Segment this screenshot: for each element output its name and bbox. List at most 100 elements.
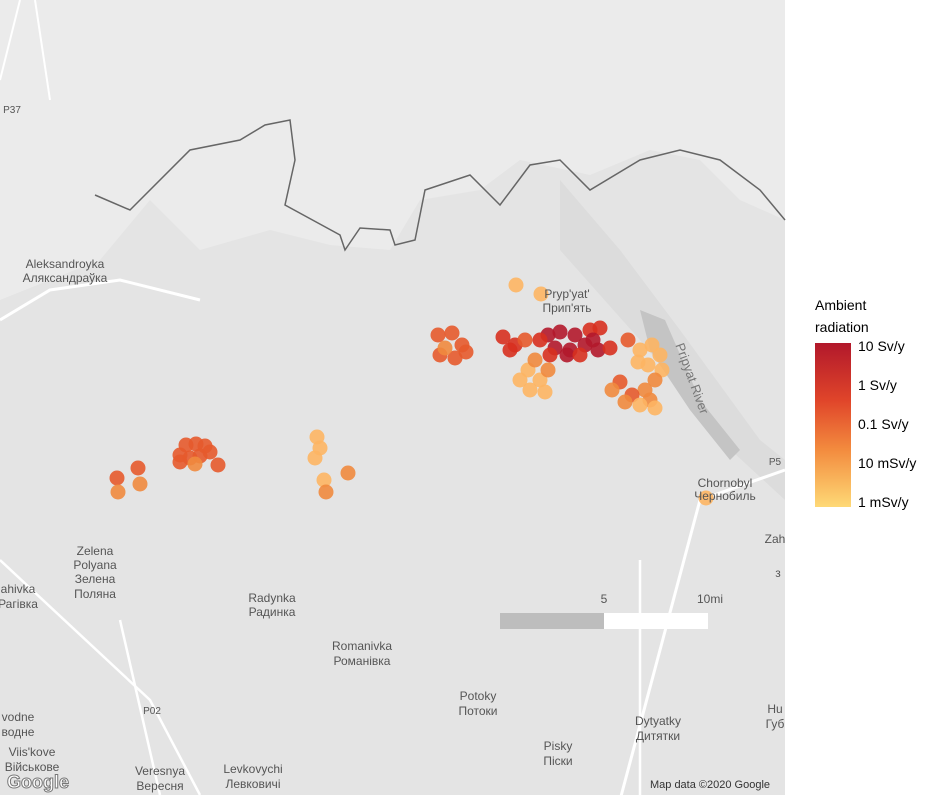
- place-label: Dytyatky: [635, 714, 681, 728]
- legend-label: 0.1 Sv/y: [858, 416, 909, 432]
- measurement-point: [340, 465, 356, 481]
- measurement-point: [647, 400, 663, 416]
- measurement-point: [532, 372, 548, 388]
- place-label: Поляна: [74, 587, 116, 601]
- measurement-point: [632, 342, 648, 358]
- scale-label: 10mi: [697, 592, 723, 606]
- place-label: vodne: [2, 710, 35, 724]
- road-label: P5: [769, 457, 782, 468]
- measurement-point: [630, 354, 646, 370]
- measurement-point: [522, 382, 538, 398]
- map: 5 10mi Pripyat River P37 P02 P5 Aleksand…: [0, 0, 786, 795]
- measurement-point: [542, 347, 558, 363]
- place-label: Levkovychi: [223, 762, 282, 776]
- measurement-point: [602, 340, 618, 356]
- legend-label: 1 Sv/y: [858, 377, 897, 393]
- scale-label: 5: [601, 592, 608, 606]
- place-label: Aleksandroyka: [26, 257, 105, 271]
- measurement-point: [572, 347, 588, 363]
- measurement-point: [604, 382, 620, 398]
- measurement-point: [508, 277, 524, 293]
- measurement-point: [512, 372, 528, 388]
- measurement-point: [652, 347, 668, 363]
- measurement-point: [537, 384, 553, 400]
- legend: Ambient radiation 10 Sv/y 1 Sv/y 0.1 Sv/…: [815, 297, 916, 510]
- measurement-point: [585, 332, 601, 348]
- scale-bar: [604, 613, 708, 629]
- measurement-point: [647, 372, 663, 388]
- measurement-point: [109, 470, 125, 486]
- measurement-point: [437, 340, 453, 356]
- place-label: ahivka: [1, 582, 36, 596]
- measurement-point: [533, 286, 549, 302]
- place-label: Зелена: [75, 572, 116, 586]
- measurement-point: [559, 347, 575, 363]
- measurement-point: [447, 350, 463, 366]
- road-label: P37: [3, 105, 21, 116]
- measurement-point: [527, 352, 543, 368]
- measurement-point: [592, 320, 608, 336]
- color-bar: [815, 343, 851, 507]
- measurement-point: [617, 394, 633, 410]
- place-label: Губ: [766, 717, 785, 731]
- measurement-point: [458, 344, 474, 360]
- measurement-point: [307, 450, 323, 466]
- measurement-point: [316, 472, 332, 488]
- place-label: Радинка: [249, 605, 296, 619]
- measurement-point: [318, 484, 334, 500]
- measurement-point: [210, 457, 226, 473]
- measurement-point: [698, 490, 714, 506]
- measurement-point: [540, 362, 556, 378]
- place-label: Radynka: [248, 591, 296, 605]
- measurement-point: [130, 460, 146, 476]
- measurement-point: [444, 325, 460, 341]
- place-label: Hu: [767, 702, 782, 716]
- place-label: Чернобиль: [694, 489, 755, 503]
- measurement-point: [644, 337, 660, 353]
- place-label: Polyana: [73, 558, 117, 572]
- road-label: P02: [143, 706, 161, 717]
- place-label: водне: [2, 725, 35, 739]
- place-label: Рагівка: [0, 597, 38, 611]
- measurement-point: [532, 332, 548, 348]
- measurement-point: [187, 456, 203, 472]
- place-label: Левковичі: [226, 777, 281, 791]
- place-label: Zelena: [77, 544, 114, 558]
- place-label: Veresnya: [135, 764, 185, 778]
- measurement-point: [495, 329, 511, 345]
- place-label: Романівка: [334, 654, 391, 668]
- measurement-point: [517, 332, 533, 348]
- legend-title: radiation: [815, 319, 869, 335]
- logo: Google: [7, 772, 69, 792]
- measurement-point: [620, 332, 636, 348]
- place-label: Потоки: [458, 704, 497, 718]
- place-label: Chornobyl: [698, 476, 753, 490]
- scale-bar: [500, 613, 604, 629]
- measurement-point: [172, 454, 188, 470]
- place-label: Zah: [765, 532, 786, 546]
- measurement-points: [109, 277, 714, 506]
- place-label: Аляксандраўка: [23, 271, 108, 285]
- legend-label: 10 mSv/y: [858, 455, 916, 471]
- place-label: Вересня: [136, 779, 183, 793]
- measurement-point: [132, 476, 148, 492]
- place-label: Pryp'yat': [544, 287, 589, 301]
- legend-label: 10 Sv/y: [858, 338, 905, 354]
- legend-title: Ambient: [815, 297, 866, 313]
- place-label: з: [775, 566, 781, 580]
- place-label: Піски: [543, 754, 572, 768]
- measurement-point: [202, 444, 218, 460]
- place-label: Romanivka: [332, 639, 392, 653]
- measurement-point: [502, 342, 518, 358]
- place-label: Прип'ять: [542, 301, 591, 315]
- place-label: Дитятки: [636, 729, 680, 743]
- measurement-point: [110, 484, 126, 500]
- measurement-point: [632, 397, 648, 413]
- place-label: Viis'kove: [9, 745, 56, 759]
- place-label: Військове: [5, 760, 60, 774]
- measurement-point: [552, 324, 568, 340]
- place-label: Pisky: [544, 739, 573, 753]
- legend-label: 1 mSv/y: [858, 494, 909, 510]
